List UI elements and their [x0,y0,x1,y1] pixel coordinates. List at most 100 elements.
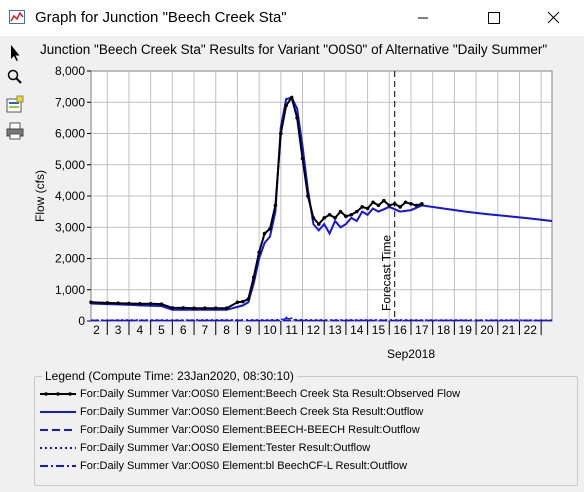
observed-point [398,205,402,209]
x-tick-label: 16 [393,323,407,337]
observed-point [251,275,256,280]
print-tool-button[interactable] [4,120,26,142]
observed-point [203,306,207,310]
x-tick-label: 2 [93,323,100,337]
observed-point [246,297,251,301]
legend-label: For:Daily Summer Var:O0S0 Element:Beech … [80,388,461,400]
observed-point [89,300,93,305]
minimize-icon [418,17,428,19]
observed-point [213,306,218,310]
observed-point [257,250,261,255]
properties-tool-button[interactable] [4,94,26,116]
x-tick-label: 11 [285,323,298,337]
zoom-tool-button[interactable] [4,66,26,88]
observed-point [316,222,321,226]
observed-point [409,202,413,206]
observed-point [327,212,332,217]
legend-swatch [40,429,76,431]
x-tick-label: 13 [328,323,342,337]
legend-title: Legend (Compute Time: 23Jan2020, 08:30:1… [42,369,297,383]
observed-point [360,205,364,209]
observed-point [284,103,289,108]
observed-point [403,200,408,205]
forecast-time-label: Forecast Time [380,235,394,311]
close-button[interactable] [530,0,576,36]
observed-point [138,302,142,306]
observed-point [382,198,386,203]
x-tick-label: 8 [223,323,230,337]
minimize-button[interactable] [400,0,446,36]
x-tick-label: 14 [350,323,364,337]
series-line-2 [90,96,553,311]
observed-point [181,306,185,310]
observed-point [116,301,120,305]
observed-point [376,203,381,208]
observed-point [344,214,348,219]
observed-point [279,131,283,136]
observed-point [273,203,278,208]
observed-point [354,209,359,214]
observed-point [224,306,229,310]
observed-point [170,306,175,310]
close-icon [547,11,560,24]
x-tick-label: 17 [415,323,429,337]
observed-point [127,301,131,306]
x-tick-label: 3 [115,323,122,337]
legend-label: For:Daily Summer Var:O0S0 Element:Tester… [80,442,371,454]
y-tick-label: 5,000 [55,158,85,172]
print-tool-icon [6,122,24,140]
flow-chart: 0 1,000 2,000 3,000 4,000 5,000 6,000 7,000 8,00… [33,64,553,361]
y-tick-label: 3,000 [55,220,85,234]
observed-point [295,116,299,120]
y-axis-label: Flow (cfs) [33,170,47,222]
x-tick-label: 18 [437,323,451,337]
graph-app-icon [9,10,25,24]
observed-point [268,227,272,231]
observed-point [306,194,310,198]
observed-point [349,212,354,217]
x-tick-label: 20 [480,323,494,337]
properties-tool-icon [6,95,24,113]
observed-point [338,209,343,214]
x-tick-label: 22 [524,323,538,337]
x-axis-label: Sep2018 [387,347,435,361]
observed-point [105,301,110,305]
observed-point [420,202,424,206]
x-tick-label: 7 [202,323,209,337]
legend-label: For:Daily Summer Var:O0S0 Element:bl Bee… [80,460,408,472]
y-tick-label: 0 [78,314,85,328]
x-tick-label: 10 [263,323,277,337]
x-tick-label: 21 [502,323,516,337]
pointer-tool-button[interactable] [4,42,26,64]
maximize-icon [488,12,500,24]
x-tick-label: 19 [459,323,473,337]
legend-label: For:Daily Summer Var:O0S0 Element:Beech … [80,406,424,418]
observed-point [192,306,196,310]
observed-point [387,203,392,208]
series-line-5 [91,317,552,322]
y-tick-label: 4,000 [55,189,85,203]
legend-swatch [40,447,76,449]
observed-point [235,300,240,305]
y-tick-label: 6,000 [55,127,85,141]
x-tick-label: 15 [372,323,386,337]
observed-point [365,206,370,211]
x-tick-label: 5 [158,323,165,337]
graph-toolbar [0,36,30,492]
zoom-tool-icon [7,69,22,84]
legend-label: For:Daily Summer Var:O0S0 Element:BEECH-… [80,424,420,436]
observed-point [322,216,327,220]
observed-point [148,302,153,306]
y-tick-label: 2,000 [55,252,85,266]
observed-point [392,202,397,206]
observed-point [333,216,337,220]
chart-title: Junction "Beech Creek Sta" Results for V… [40,42,548,57]
observed-point [311,216,316,220]
maximize-button[interactable] [470,0,516,36]
observed-point [289,95,294,100]
observed-point [262,231,267,236]
x-tick-label: 9 [245,323,252,337]
x-tick-label: 12 [307,323,321,337]
legend-swatch [40,465,76,467]
observed-point [414,203,419,208]
